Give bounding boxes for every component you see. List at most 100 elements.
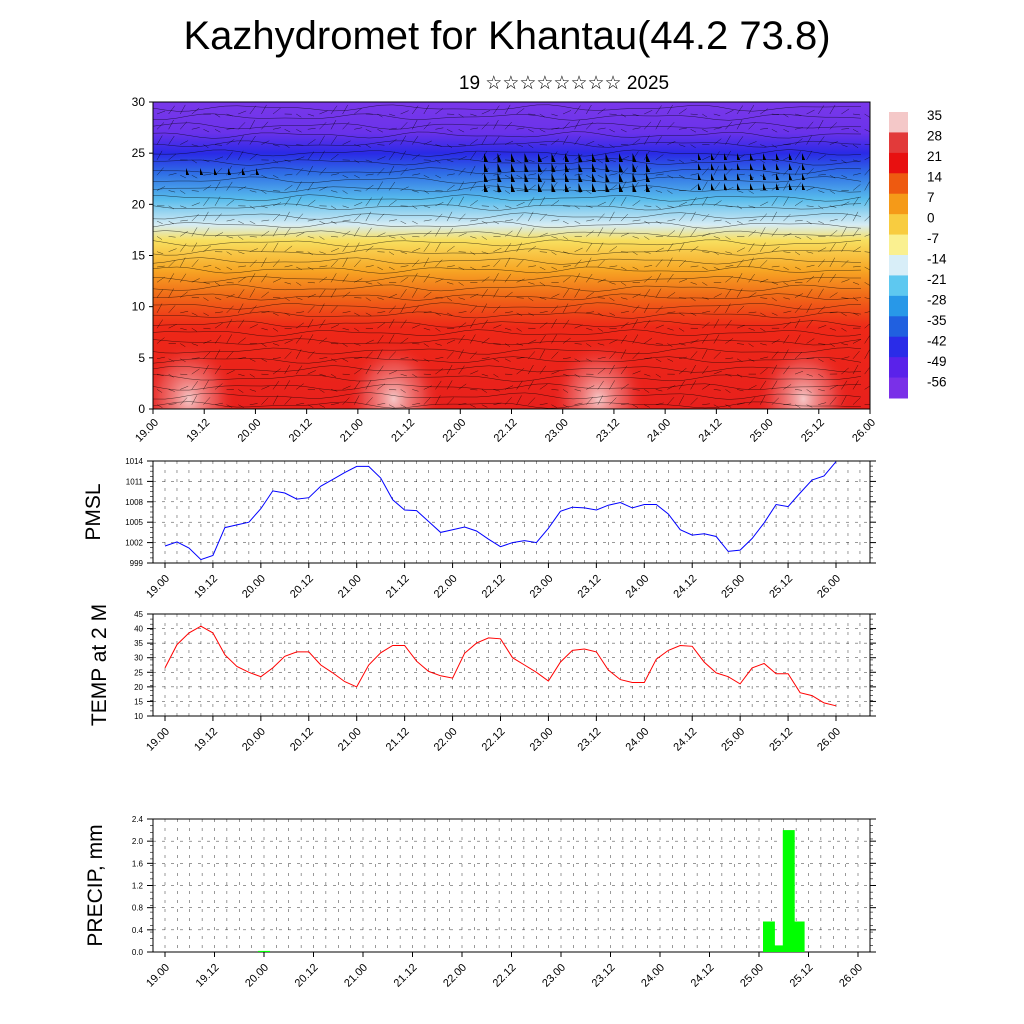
wind-barb <box>806 236 812 240</box>
wind-barb <box>377 156 386 161</box>
wind-barb <box>574 343 582 345</box>
wind-barb <box>446 351 454 359</box>
wind-barb <box>214 322 223 329</box>
wind-barb <box>852 159 860 162</box>
wind-barb <box>690 282 697 285</box>
wind-barb <box>841 297 849 299</box>
wind-barb <box>760 213 767 222</box>
wind-barb <box>481 357 490 360</box>
wind-barb <box>168 259 176 268</box>
wind-barb <box>365 351 373 359</box>
wind-barb <box>226 266 233 271</box>
wind-barb <box>760 144 767 147</box>
pmsl-y-tick-label: 1008 <box>125 498 143 507</box>
colorbar-label: -35 <box>927 313 947 328</box>
wind-barb <box>609 246 618 252</box>
wind-barb <box>168 173 177 176</box>
wind-barb <box>609 397 617 405</box>
colorbar-swatch <box>889 275 908 297</box>
wind-barb <box>818 343 826 345</box>
wind-barb <box>296 402 305 405</box>
wind-barb <box>562 276 571 283</box>
wind-barb <box>562 135 569 145</box>
wind-barb <box>725 220 731 225</box>
wind-pennant <box>789 173 793 180</box>
wind-barb <box>586 291 594 298</box>
wind-barb <box>272 107 281 115</box>
wind-pennant <box>484 153 489 162</box>
wind-barb <box>238 337 246 344</box>
wind-barb <box>690 184 699 191</box>
wind-barb <box>841 242 848 252</box>
wind-barb <box>829 343 835 348</box>
precip-y-tick-label: 0.8 <box>132 904 144 913</box>
wind-barb <box>794 236 802 239</box>
wind-pennant <box>256 168 260 175</box>
wind-barb <box>841 227 847 237</box>
wind-barb <box>296 129 302 133</box>
wind-barb <box>771 113 779 116</box>
wind-barb <box>864 168 870 176</box>
wind-barb <box>667 257 673 268</box>
wind-barb <box>261 343 267 347</box>
wind-pennant <box>789 153 793 160</box>
wind-barb <box>307 151 315 161</box>
wind-barb <box>690 113 698 115</box>
wind-barb <box>388 334 395 344</box>
colorbar-swatch <box>889 193 908 215</box>
wind-barb <box>238 122 246 130</box>
wind-barb <box>713 293 722 298</box>
wind-barb <box>806 303 812 314</box>
wind-barb <box>818 325 827 329</box>
wind-barb <box>736 247 746 252</box>
pmsl-y-tick-label: 999 <box>130 559 144 568</box>
wind-barb <box>783 113 789 118</box>
wind-barb <box>168 373 174 378</box>
pmsl-x-tick-label: 19.00 <box>144 573 172 601</box>
wind-streamline <box>153 122 862 130</box>
wind-barb <box>400 220 407 225</box>
wind-barb <box>354 343 361 346</box>
wind-barb <box>620 383 629 390</box>
wind-barb <box>214 383 223 390</box>
wind-barb <box>504 140 514 145</box>
heatmap-x-tick-label: 23.12 <box>594 417 622 445</box>
wind-barb <box>829 141 838 145</box>
wind-barb <box>818 358 824 363</box>
wind-barb <box>354 202 363 207</box>
wind-barb <box>307 293 316 298</box>
wind-barb <box>771 159 779 162</box>
wind-barb <box>678 259 687 268</box>
wind-barb <box>423 343 429 347</box>
wind-barb <box>156 110 166 115</box>
wind-barb <box>284 227 291 237</box>
wind-barb <box>284 297 290 302</box>
wind-barb <box>238 251 245 255</box>
wind-barb <box>191 368 200 375</box>
wind-barb <box>771 297 777 302</box>
precip-x-tick-label: 23.00 <box>540 962 568 990</box>
wind-barb <box>423 327 431 331</box>
wind-barb <box>435 213 443 222</box>
wind-barb <box>644 389 650 393</box>
wind-barb <box>841 159 847 164</box>
wind-barb <box>574 190 581 193</box>
wind-barb <box>655 105 662 115</box>
wind-barb <box>342 311 351 314</box>
wind-barb <box>690 312 697 316</box>
wind-barb <box>562 303 569 314</box>
wind-barb <box>829 159 837 162</box>
wind-barb <box>818 154 827 161</box>
wind-barb <box>620 297 628 300</box>
wind-barb <box>493 305 501 314</box>
wind-barb <box>180 140 189 145</box>
wind-barb <box>678 380 685 390</box>
wind-barb <box>562 205 571 207</box>
wind-barb <box>307 334 314 344</box>
wind-barb <box>806 251 814 254</box>
wind-barb <box>527 197 535 206</box>
wind-barb <box>249 220 256 225</box>
wind-pennant <box>511 183 516 192</box>
wind-barb <box>295 349 302 359</box>
wind-barb <box>806 319 813 329</box>
